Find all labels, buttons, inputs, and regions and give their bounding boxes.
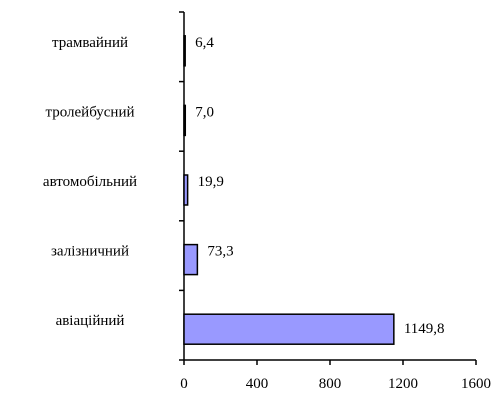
x-tick-label: 400 bbox=[246, 376, 269, 392]
value-label: 1149,8 bbox=[404, 321, 445, 337]
value-label: 7,0 bbox=[195, 104, 214, 120]
bars-layer bbox=[183, 35, 395, 345]
value-label: 73,3 bbox=[207, 244, 233, 260]
category-label: автомобільний bbox=[43, 174, 137, 190]
value-label: 19,9 bbox=[198, 174, 224, 190]
bar-1 bbox=[183, 35, 186, 67]
category-label: авіаційний bbox=[56, 313, 125, 329]
bar-4 bbox=[183, 243, 199, 276]
bar-2 bbox=[183, 104, 187, 137]
category-label: трамвайний bbox=[52, 35, 128, 51]
bar-5 bbox=[183, 313, 395, 345]
x-tick-label: 1600 bbox=[461, 376, 491, 392]
category-label: тролейбусний bbox=[45, 104, 134, 120]
category-label: залізничний bbox=[51, 244, 129, 260]
bar-3 bbox=[183, 174, 189, 206]
x-tick-label: 800 bbox=[319, 376, 342, 392]
x-tick-label: 1200 bbox=[388, 376, 418, 392]
value-label: 6,4 bbox=[195, 35, 214, 51]
labels-layer: 0 400 800 1200 1600 трамвайний 6,4 тролейбусний… bbox=[43, 35, 491, 392]
x-tick-label: 0 bbox=[180, 376, 188, 392]
